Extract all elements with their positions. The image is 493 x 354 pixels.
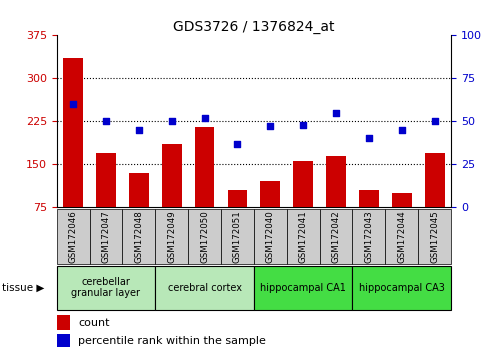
Text: count: count xyxy=(78,318,110,328)
Bar xyxy=(352,266,451,310)
Bar xyxy=(155,209,188,264)
Bar xyxy=(319,209,352,264)
Bar xyxy=(326,156,346,207)
Bar xyxy=(359,190,379,207)
Text: GSM172040: GSM172040 xyxy=(266,210,275,263)
Bar xyxy=(254,266,352,310)
Bar xyxy=(260,181,280,207)
Bar xyxy=(195,127,214,207)
Text: cerebellar
granular layer: cerebellar granular layer xyxy=(71,277,141,298)
Bar xyxy=(122,209,155,264)
Point xyxy=(332,110,340,115)
Text: hippocampal CA1: hippocampal CA1 xyxy=(260,282,346,293)
Point xyxy=(168,118,176,124)
Bar xyxy=(228,190,247,207)
Bar xyxy=(57,209,90,264)
Text: GSM172042: GSM172042 xyxy=(332,210,341,263)
Point xyxy=(398,127,406,133)
Bar xyxy=(90,209,122,264)
Bar xyxy=(254,209,287,264)
Text: GSM172050: GSM172050 xyxy=(200,210,209,263)
Bar xyxy=(129,173,149,207)
Bar xyxy=(386,209,418,264)
Bar xyxy=(155,266,254,310)
Text: cerebral cortex: cerebral cortex xyxy=(168,282,242,293)
Bar xyxy=(96,153,116,207)
Text: GSM172045: GSM172045 xyxy=(430,210,439,263)
Bar xyxy=(57,335,70,347)
Text: GSM172043: GSM172043 xyxy=(364,210,373,263)
Text: hippocampal CA3: hippocampal CA3 xyxy=(359,282,445,293)
Text: GSM172041: GSM172041 xyxy=(299,210,308,263)
Point xyxy=(69,101,77,107)
Point xyxy=(431,118,439,124)
Point xyxy=(102,118,110,124)
Bar xyxy=(63,58,83,207)
Point xyxy=(201,115,209,121)
Bar xyxy=(188,209,221,264)
Text: GSM172044: GSM172044 xyxy=(397,210,406,263)
Point xyxy=(266,124,274,129)
Point xyxy=(234,141,242,147)
Text: percentile rank within the sample: percentile rank within the sample xyxy=(78,336,266,346)
Text: GSM172051: GSM172051 xyxy=(233,210,242,263)
Text: tissue ▶: tissue ▶ xyxy=(2,282,45,293)
Bar xyxy=(57,266,155,310)
Text: GSM172046: GSM172046 xyxy=(69,210,77,263)
Point xyxy=(365,136,373,141)
Text: GSM172049: GSM172049 xyxy=(167,210,176,263)
Title: GDS3726 / 1376824_at: GDS3726 / 1376824_at xyxy=(173,21,335,34)
Bar xyxy=(57,315,70,330)
Bar xyxy=(293,161,313,207)
Point xyxy=(135,127,143,133)
Bar xyxy=(287,209,319,264)
Bar xyxy=(221,209,254,264)
Bar xyxy=(162,144,181,207)
Text: GSM172048: GSM172048 xyxy=(135,210,143,263)
Bar xyxy=(418,209,451,264)
Bar xyxy=(352,209,386,264)
Point xyxy=(299,122,307,127)
Bar xyxy=(392,193,412,207)
Bar xyxy=(425,153,445,207)
Text: GSM172047: GSM172047 xyxy=(102,210,110,263)
